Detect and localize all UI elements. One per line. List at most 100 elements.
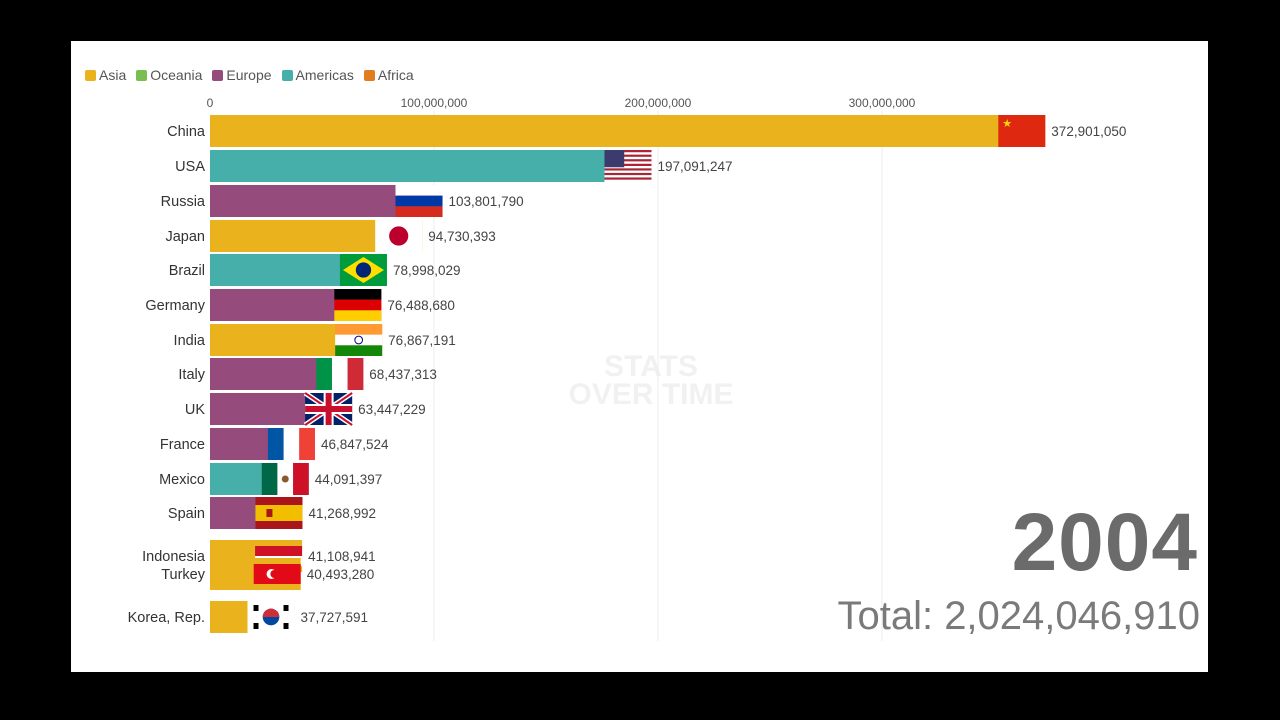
germany-flag-icon [334,289,382,321]
bar-row-germany: Germany 76,488,680 [145,289,455,321]
value-label: 41,108,941 [308,549,376,564]
country-label: USA [175,159,205,175]
bar-row-uk: UK 63,447,229 [185,390,426,428]
legend-item-americas: Americas [281,67,354,83]
flag-part [395,206,443,217]
flag-part [335,345,383,356]
flag-emblem [266,509,273,517]
flag-part [604,166,652,169]
legend-label: Asia [99,67,127,83]
bar-row-china: ★ China 372,901,050 [167,115,1126,147]
bar-row-italy: Italy 68,437,313 [178,358,437,390]
country-label: Mexico [159,472,205,488]
flag-wheel [354,335,364,345]
country-label: Germany [145,298,205,314]
spain-flag-icon [255,497,303,529]
flag-part [604,170,652,173]
flag-part [604,150,625,168]
flag-part [331,358,348,390]
value-label: 103,801,790 [449,194,524,209]
country-label: Indonesia [142,549,206,565]
flag-trigram [283,623,289,629]
flag-part [604,154,652,157]
x-tick-label: 100,000,000 [401,96,468,110]
value-label: 41,268,992 [308,506,376,521]
bar-row-brazil: Brazil 78,998,029 [169,254,461,286]
korea-flag-icon [247,601,295,633]
country-label: Russia [161,194,206,210]
value-label: 40,493,280 [307,567,375,582]
country-label: India [174,333,206,349]
value-label: 37,727,591 [301,610,369,625]
chart-frame: Asia Oceania Europe Americas Africa STATS OV… [71,41,1208,672]
legend-label: Africa [377,67,414,83]
flag-part [316,358,332,390]
france-flag-icon [267,428,315,460]
legend-swatch [281,69,293,81]
flag-part [604,156,652,160]
flag-globe [355,262,372,278]
flag-sun [389,226,409,246]
x-tick-label: 300,000,000 [849,96,916,110]
bar-chart: 0 100,000,000 200,000,000 300,000,000 ★ China… [128,96,1126,641]
flag-trigram [253,623,259,629]
watermark-line-1: STATS [604,350,698,383]
flag-part [347,358,364,390]
legend-label: Oceania [150,67,203,83]
bar-row-mexico: Mexico 44,091,397 [159,463,382,495]
flag-part [604,177,652,180]
mexico-flag-icon [261,463,309,495]
flag-part [604,179,652,182]
legend-swatch [136,69,148,81]
legend-swatch [85,69,96,81]
country-label: Turkey [161,567,206,583]
flag-part [604,172,652,176]
japan-flag-icon [375,220,423,252]
value-label: 68,437,313 [369,367,437,382]
bar-row-usa: USA 197,091,247 [175,150,733,182]
country-label: Italy [178,367,205,383]
x-tick-label: 0 [207,96,214,110]
country-label: China [167,124,206,140]
brazil-flag-icon [339,254,387,286]
flag-part [305,406,353,412]
legend-label: Americas [295,67,354,83]
bar-row-spain: Spain 41,268,992 [168,497,376,529]
country-label: Brazil [169,263,205,279]
flag-trigram [283,605,289,611]
flag-part [335,324,383,335]
value-label: 44,091,397 [315,472,383,487]
country-label: Korea, Rep. [128,610,205,626]
italy-flag-icon [316,358,364,390]
flag-star: ★ [1002,117,1012,130]
bar-row-turkey: Turkey 40,493,280 [161,558,374,590]
flag-trigram [253,605,259,611]
value-label: 197,091,247 [657,159,732,174]
flag-part [334,289,382,300]
flag-part [395,195,443,207]
legend-item-oceania: Oceania [136,67,202,83]
flag-part [283,428,300,460]
india-flag-icon [335,324,383,356]
bar [210,115,1046,147]
flag-part [293,463,309,495]
flag-crescent-cut [270,570,279,578]
value-label: 76,488,680 [387,298,455,313]
value-label: 46,847,524 [321,437,389,452]
flag-part [299,428,315,460]
usa-flag-icon [604,150,652,182]
value-label: 372,901,050 [1051,124,1126,139]
total-label: Total: 2,024,046,910 [837,594,1200,638]
flag-part [255,521,303,529]
flag-part [604,168,652,171]
watermark-line-2: OVER TIME [568,378,734,411]
legend: Asia Oceania Europe Americas Africa [85,67,414,83]
bar-row-france: France 46,847,524 [160,428,389,460]
flag-part [334,310,382,321]
value-label: 63,447,229 [358,402,426,417]
flag-part [255,497,303,505]
china-flag-icon: ★ [998,115,1046,147]
country-label: France [160,437,205,453]
year-label: 2004 [1011,497,1198,588]
turkey-flag-icon [253,564,301,584]
